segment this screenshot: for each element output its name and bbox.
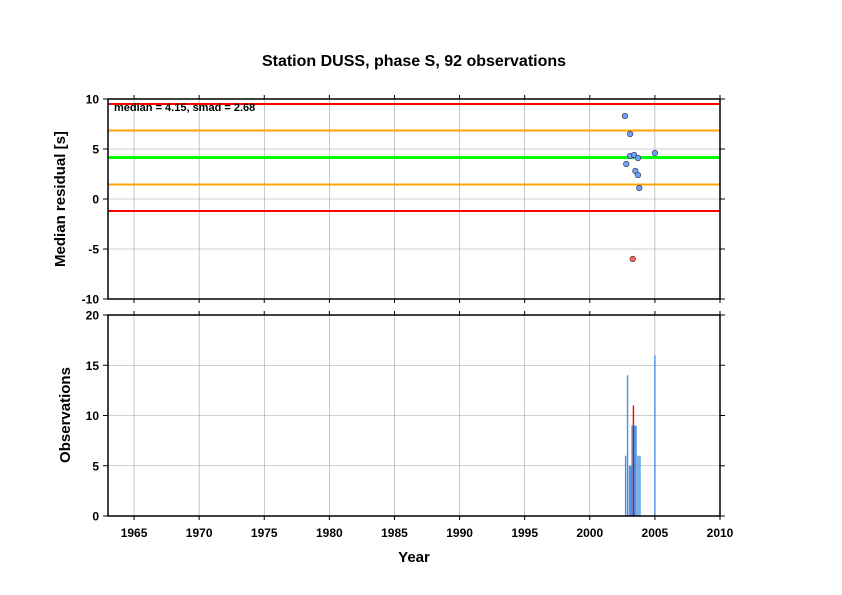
data-point: [634, 171, 642, 179]
residual-annotation: median = 4.15, smad = 2.68: [114, 102, 255, 114]
data-point: [621, 112, 629, 120]
y-tick-label: 15: [86, 359, 100, 373]
residual-points: [621, 112, 658, 263]
data-point: [634, 154, 642, 162]
data-point: [623, 160, 630, 168]
data-point: [629, 255, 636, 263]
x-tick-label: 1975: [251, 526, 278, 540]
x-tick-label: 2005: [642, 526, 669, 540]
x-tick-label: 1980: [316, 526, 343, 540]
observations-panel: 1965 1970 1975 1980 1985 1990 1995 2000 2005 2010…: [57, 309, 734, 567]
observation-bars: [624, 355, 656, 516]
x-tick-label: 2000: [576, 526, 603, 540]
x-tick-label: 1965: [121, 526, 148, 540]
chart-title: Station DUSS, phase S, 92 observations: [262, 53, 566, 70]
x-tick-label: 2010: [707, 526, 734, 540]
observations-ticks: 1965 1970 1975 1980 1985 1990 1995 2000 2005 2010…: [86, 309, 734, 541]
y-tick-label: 10: [86, 409, 100, 423]
x-axis-label: Year: [398, 549, 430, 566]
y-tick-label: 10: [86, 93, 100, 107]
y-tick-label: 5: [92, 143, 99, 157]
data-point: [636, 184, 643, 192]
y-tick-label: -10: [82, 293, 100, 307]
data-point: [651, 149, 658, 157]
x-tick-label: 1995: [511, 526, 538, 540]
y-tick-label: -5: [88, 243, 99, 257]
x-tick-label: 1990: [446, 526, 473, 540]
y-tick-label: 20: [86, 309, 100, 323]
y-tick-label: 0: [92, 193, 99, 207]
residual-ticks: -10 -5 0 5 10: [82, 93, 725, 307]
x-tick-label: 1985: [381, 526, 408, 540]
residual-grid: [108, 98, 721, 300]
residual-panel: -10 -5 0 5 10 median = 4.15, smad = 2.68 Med…: [52, 93, 725, 307]
y-tick-label: 0: [92, 510, 99, 524]
reference-lines: [108, 103, 720, 212]
residual-y-axis-label: Median residual [s]: [52, 131, 69, 267]
data-point: [627, 130, 634, 138]
observations-y-axis-label: Observations: [57, 367, 74, 463]
x-tick-label: 1970: [186, 526, 213, 540]
y-tick-label: 5: [92, 459, 99, 473]
